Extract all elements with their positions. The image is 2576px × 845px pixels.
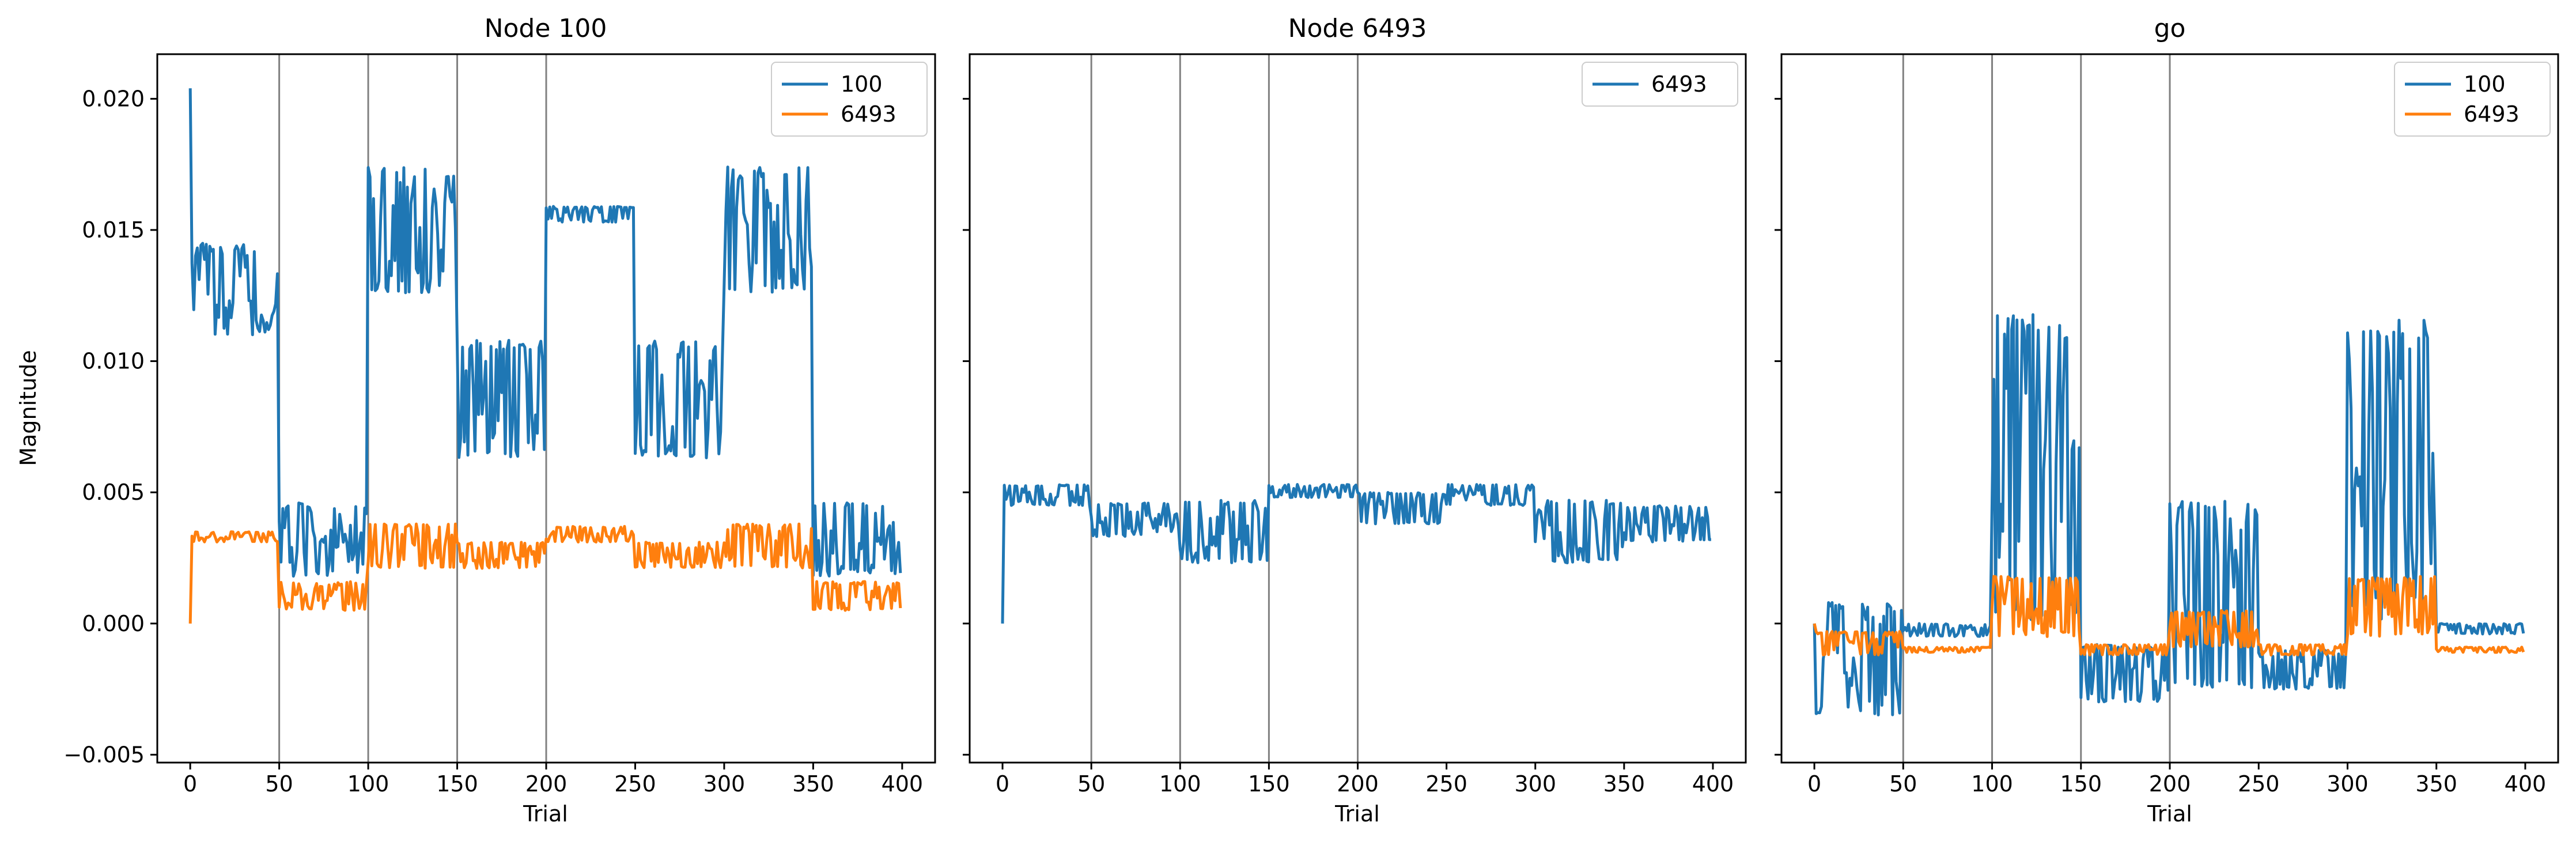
- x-tick-label: 50: [1077, 771, 1105, 797]
- series-group: [1001, 483, 1711, 624]
- x-axis-ticks: 0 50 100 150 200 250 300 350 400: [183, 763, 923, 797]
- series-line-6493: [188, 522, 902, 624]
- x-tick-label: 400: [882, 771, 924, 797]
- y-axis-ticks: −0.005 0.000 0.005 0.010 0.015 0.020: [63, 86, 157, 767]
- x-tick-label: 200: [525, 771, 568, 797]
- x-tick-label: 300: [1514, 771, 1556, 797]
- legend: 100 6493: [2394, 62, 2551, 137]
- legend: 6493: [1582, 62, 1738, 107]
- legend: 100 6493: [771, 62, 928, 137]
- x-tick-label: 300: [703, 771, 746, 797]
- series-line-100: [188, 88, 902, 578]
- legend-label: 100: [841, 71, 883, 97]
- x-tick-label: 350: [2415, 771, 2457, 797]
- panel-title: Node 6493: [1288, 14, 1427, 43]
- x-tick-label: 0: [996, 771, 1009, 797]
- x-tick-label: 350: [1603, 771, 1646, 797]
- legend-box: [1582, 62, 1738, 107]
- series-line-100: [1813, 313, 2525, 716]
- x-tick-label: 200: [2149, 771, 2191, 797]
- y-tick-label: 0.015: [82, 217, 145, 243]
- legend-box: [771, 62, 928, 137]
- panel-title: go: [2154, 14, 2186, 43]
- x-axis-ticks: 0 50 100 150 200 250 300 350 400: [1807, 763, 2546, 797]
- panel-title: Node 100: [485, 14, 607, 43]
- y-axis-label: Magnitude: [16, 350, 41, 466]
- y-tick-label: 0.010: [82, 349, 145, 374]
- x-tick-label: 150: [1248, 771, 1290, 797]
- x-tick-label: 350: [792, 771, 834, 797]
- x-axis-label: Trial: [1334, 801, 1380, 827]
- x-tick-label: 400: [2505, 771, 2547, 797]
- series-line-6493: [1001, 483, 1711, 624]
- x-axis-label: Trial: [523, 801, 568, 827]
- y-axis-ticks: [963, 97, 970, 756]
- legend-label: 6493: [2464, 101, 2520, 127]
- legend-label: 6493: [841, 101, 897, 127]
- vlines: [1090, 54, 1359, 763]
- panel-node-6493: Node 6493 Trial 0 50 100 150 200 250 300 350 400…: [963, 14, 1747, 827]
- x-tick-label: 0: [183, 771, 197, 797]
- panel-node-100: Node 100 Trial 0 50 100 150 200 250 300 350 400 …: [63, 14, 936, 827]
- y-tick-label: 0.000: [82, 611, 145, 636]
- y-axis-ticks: [1775, 97, 1781, 756]
- x-tick-label: 250: [614, 771, 656, 797]
- x-tick-label: 0: [1807, 771, 1821, 797]
- x-tick-label: 250: [1425, 771, 1467, 797]
- x-tick-label: 50: [265, 771, 293, 797]
- x-axis-ticks: 0 50 100 150 200 250 300 350 400: [996, 763, 1734, 797]
- x-tick-label: 400: [1692, 771, 1734, 797]
- x-tick-label: 50: [1889, 771, 1917, 797]
- x-tick-label: 150: [436, 771, 478, 797]
- series-group: [1813, 313, 2525, 716]
- x-tick-label: 100: [347, 771, 389, 797]
- x-tick-label: 100: [1971, 771, 2013, 797]
- y-tick-label: −0.005: [63, 742, 145, 767]
- panel-go: go Trial 0 50 100 150 200 250 300 350 400 100 649…: [1775, 14, 2559, 827]
- x-tick-label: 300: [2327, 771, 2369, 797]
- legend-label: 100: [2464, 71, 2506, 97]
- x-tick-label: 250: [2238, 771, 2280, 797]
- legend-box: [2394, 62, 2551, 137]
- y-tick-label: 0.020: [82, 86, 145, 111]
- legend-label: 6493: [1651, 71, 1707, 97]
- x-tick-label: 100: [1159, 771, 1201, 797]
- x-axis-label: Trial: [2147, 801, 2192, 827]
- y-tick-label: 0.005: [82, 480, 145, 505]
- x-tick-label: 150: [2060, 771, 2102, 797]
- series-group: [188, 88, 902, 624]
- x-tick-label: 200: [1337, 771, 1379, 797]
- series-line-6493: [1813, 575, 2525, 657]
